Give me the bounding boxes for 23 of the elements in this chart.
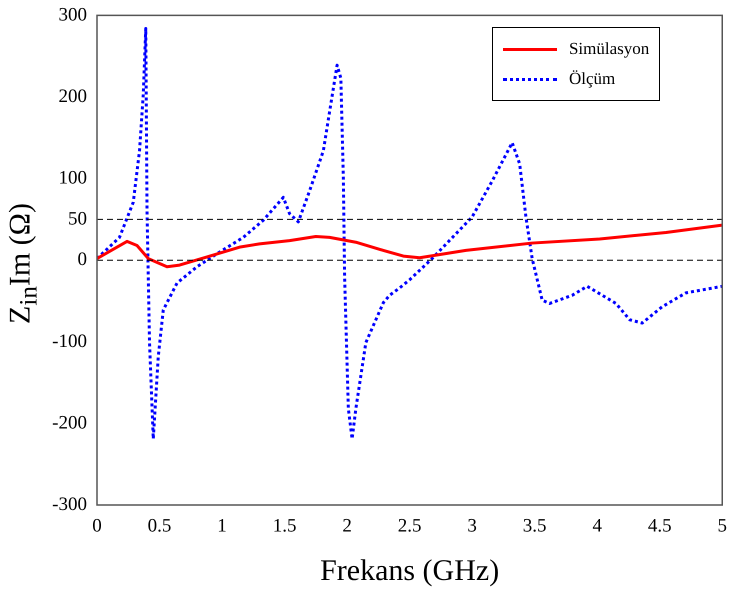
y-tick-label: -200 xyxy=(52,412,87,434)
x-tick-label: 0.5 xyxy=(148,515,172,536)
x-tick-label: 3.5 xyxy=(522,515,547,536)
y-tick-label: 300 xyxy=(58,4,87,26)
x-tick-label: 4 xyxy=(592,515,602,536)
x-tick-label: 2 xyxy=(342,515,352,536)
y-tick-label: -100 xyxy=(52,330,87,352)
x-tick-label: 1.5 xyxy=(272,515,296,536)
y-tick-label: 200 xyxy=(58,86,87,107)
y-tick-label: 50 xyxy=(68,208,87,230)
y-tick-label: -300 xyxy=(52,494,87,515)
y-tick-label: 0 xyxy=(78,249,87,270)
x-tick-label: 2.5 xyxy=(398,515,422,536)
x-tick-label: 5 xyxy=(718,515,727,536)
x-tick-label: 3 xyxy=(467,515,477,536)
line-series xyxy=(97,26,722,440)
y-tick-label: 100 xyxy=(58,168,87,189)
x-axis-title: Frekans (GHz) xyxy=(320,554,500,587)
x-tick-label: 4.5 xyxy=(648,515,672,536)
x-tick-label: 1 xyxy=(217,515,227,536)
legend-label: Simülasyon xyxy=(568,39,650,60)
x-tick-label: 0 xyxy=(92,515,102,536)
legend-label: Ölçüm xyxy=(568,69,616,90)
